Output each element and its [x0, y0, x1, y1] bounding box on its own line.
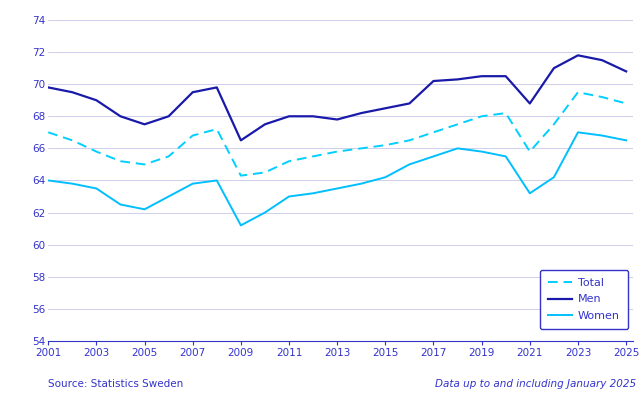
- Men: [44, 85, 52, 90]
- Women: [93, 186, 100, 191]
- Total: [93, 149, 100, 154]
- Men: [502, 74, 510, 79]
- Women: [574, 130, 582, 135]
- Total: [116, 159, 124, 164]
- Total: [430, 130, 437, 135]
- Women: [68, 181, 76, 186]
- Total: [213, 127, 221, 132]
- Total: [165, 154, 172, 159]
- Total: [261, 170, 269, 175]
- Total: [333, 149, 341, 154]
- Women: [189, 181, 197, 186]
- Total: [285, 159, 293, 164]
- Men: [526, 101, 534, 106]
- Women: [165, 194, 172, 199]
- Men: [141, 122, 149, 127]
- Total: [68, 138, 76, 143]
- Men: [574, 53, 582, 58]
- Men: [406, 101, 413, 106]
- Women: [622, 138, 630, 143]
- Women: [454, 146, 462, 151]
- Women: [358, 181, 365, 186]
- Men: [213, 85, 221, 90]
- Line: Total: Total: [48, 92, 626, 176]
- Men: [189, 90, 197, 95]
- Women: [261, 210, 269, 215]
- Total: [141, 162, 149, 167]
- Total: [598, 95, 606, 99]
- Line: Women: Women: [48, 132, 626, 225]
- Women: [478, 149, 485, 154]
- Women: [309, 191, 317, 196]
- Women: [141, 207, 149, 212]
- Text: Data up to and including January 2025: Data up to and including January 2025: [435, 379, 637, 389]
- Total: [381, 143, 389, 148]
- Women: [237, 223, 245, 228]
- Men: [93, 98, 100, 103]
- Total: [622, 101, 630, 106]
- Men: [237, 138, 245, 143]
- Men: [622, 69, 630, 74]
- Total: [309, 154, 317, 159]
- Men: [261, 122, 269, 127]
- Women: [285, 194, 293, 199]
- Men: [358, 111, 365, 115]
- Men: [430, 79, 437, 83]
- Total: [502, 111, 510, 115]
- Men: [285, 114, 293, 119]
- Women: [526, 191, 534, 196]
- Women: [598, 133, 606, 138]
- Women: [381, 175, 389, 180]
- Women: [333, 186, 341, 191]
- Men: [454, 77, 462, 82]
- Men: [333, 117, 341, 122]
- Women: [213, 178, 221, 183]
- Men: [116, 114, 124, 119]
- Men: [550, 66, 557, 71]
- Legend: Total, Men, Women: Total, Men, Women: [540, 270, 628, 329]
- Total: [454, 122, 462, 127]
- Women: [44, 178, 52, 183]
- Women: [116, 202, 124, 207]
- Total: [478, 114, 485, 119]
- Total: [189, 133, 197, 138]
- Women: [406, 162, 413, 167]
- Women: [502, 154, 510, 159]
- Total: [526, 149, 534, 154]
- Total: [574, 90, 582, 95]
- Women: [550, 175, 557, 180]
- Men: [478, 74, 485, 79]
- Men: [68, 90, 76, 95]
- Men: [381, 106, 389, 111]
- Women: [430, 154, 437, 159]
- Men: [598, 58, 606, 63]
- Men: [309, 114, 317, 119]
- Men: [165, 114, 172, 119]
- Total: [550, 122, 557, 127]
- Text: Source: Statistics Sweden: Source: Statistics Sweden: [48, 379, 183, 389]
- Line: Men: Men: [48, 55, 626, 140]
- Total: [358, 146, 365, 151]
- Total: [237, 173, 245, 178]
- Total: [44, 130, 52, 135]
- Total: [406, 138, 413, 143]
